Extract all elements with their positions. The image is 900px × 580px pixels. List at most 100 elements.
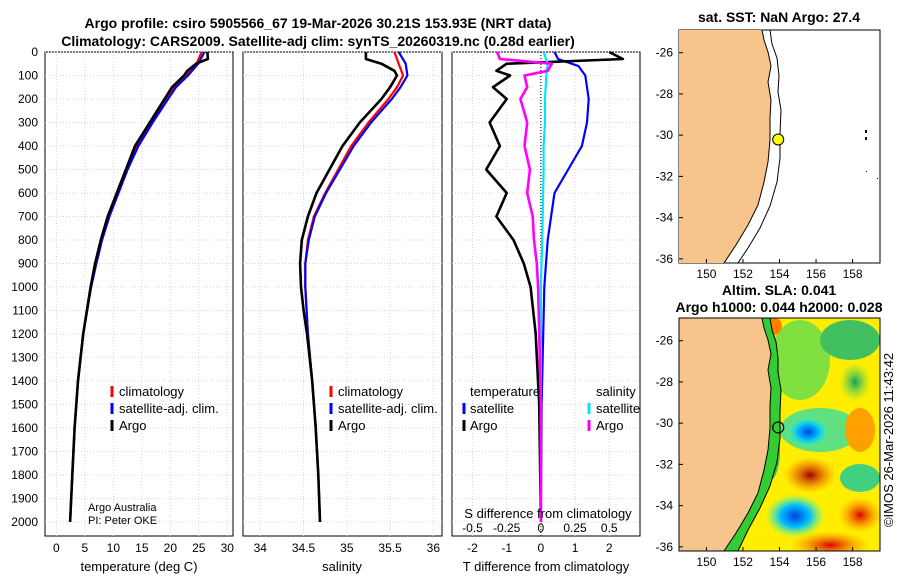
- salinity-diff-tick-label: -0.5: [462, 521, 483, 535]
- map-lat-tick-label: -34: [656, 211, 674, 225]
- salinity-xlabel: salinity: [322, 559, 362, 574]
- depth-tick-label: 2000: [11, 515, 38, 529]
- x-tick-label: 0: [538, 541, 545, 555]
- sst-map-island: [865, 137, 867, 140]
- map-lat-tick-label: -26: [656, 46, 674, 60]
- x-tick-label: 35: [340, 541, 354, 555]
- map-lat-tick-label: -36: [656, 252, 674, 266]
- depth-tick-label: 1200: [11, 327, 38, 341]
- sla-map-blob: [784, 457, 836, 493]
- sla-map-argo-marker: [772, 421, 785, 434]
- sla-map-land: [679, 318, 771, 551]
- sla-map-blob: [845, 408, 875, 452]
- legend-temperature-heading: temperature: [470, 384, 540, 399]
- map-lat-tick-label: -34: [656, 499, 674, 513]
- credit-line1: Argo Australia: [88, 502, 157, 514]
- x-tick-label: 10: [107, 541, 121, 555]
- legend-sal-satellite-label: satellite: [596, 401, 640, 416]
- sst-map: [678, 29, 881, 264]
- depth-tick-label: 700: [18, 209, 38, 223]
- map-lat-tick-label: -28: [656, 375, 674, 389]
- depth-tick-label: 600: [18, 186, 38, 200]
- depth-tick-label: 800: [18, 233, 38, 247]
- legend-satellite-label: satellite-adj. clim.: [338, 401, 438, 416]
- map-lon-tick-label: 156: [806, 555, 826, 569]
- x-tick-label: -2: [467, 541, 478, 555]
- sla-map-title-line2: Argo h1000: 0.044 h2000: 0.028: [675, 299, 882, 315]
- depth-tick-label: 0: [31, 45, 38, 59]
- depth-tick-label: 1500: [11, 397, 38, 411]
- x-tick-label: -1: [501, 541, 512, 555]
- depth-tick-label: 1400: [11, 374, 38, 388]
- depth-tick-label: 1800: [11, 468, 38, 482]
- legend-climatology-label: climatology: [338, 384, 404, 399]
- x-tick-label: 34: [254, 541, 268, 555]
- temperature-legend: climatology satellite-adj. clim. Argo: [110, 384, 219, 433]
- sst-map-coastline: [723, 29, 772, 264]
- x-tick-label: 1: [572, 541, 579, 555]
- map-lat-tick-label: -28: [656, 87, 674, 101]
- x-tick-label: 25: [192, 541, 206, 555]
- map-lon-tick-label: 154: [769, 555, 789, 569]
- sst-map-island: [866, 171, 867, 172]
- map-lat-tick-label: -26: [656, 334, 674, 348]
- temperature-axes: [44, 51, 234, 537]
- x-tick-label: 20: [164, 541, 178, 555]
- salinity-diff-tick-label: 0: [538, 521, 545, 535]
- legend-salinity-heading: salinity: [596, 384, 636, 399]
- depth-tick-label: 300: [18, 115, 38, 129]
- sla-map-blob: [790, 531, 870, 551]
- map-lon-tick-label: 154: [769, 267, 789, 281]
- sla-map-blob: [838, 497, 880, 533]
- x-tick-label: 34.5: [292, 541, 316, 555]
- depth-tick-label: 1600: [11, 421, 38, 435]
- depth-tick-label: 1000: [11, 280, 38, 294]
- sst-map-title: sat. SST: NaN Argo: 27.4: [698, 9, 860, 25]
- credit-line2: PI: Peter OKE: [88, 515, 157, 527]
- sla-map-blob: [786, 416, 830, 448]
- legend-argo-label: Argo: [338, 418, 365, 433]
- salinity-diff-tick-label: 0.25: [563, 521, 587, 535]
- depth-tick-label: 900: [18, 256, 38, 270]
- series-line-salinity-argo: [495, 51, 554, 522]
- depth-tick-label: 1100: [12, 303, 38, 317]
- map-lon-tick-label: 150: [696, 267, 716, 281]
- legend-temp-argo-label: Argo: [470, 418, 497, 433]
- depth-tick-label: 100: [18, 68, 38, 82]
- series-line-argo: [68, 51, 210, 522]
- series-line-temperature-argo: [484, 50, 625, 522]
- map-lat-tick-label: -36: [656, 540, 674, 554]
- sla-map-isobath: [737, 317, 782, 552]
- depth-tick-label: 1300: [11, 350, 38, 364]
- sst-map-land: [679, 30, 771, 263]
- sla-map-coastline: [723, 317, 772, 552]
- sla-map-title-line1: Altim. SLA: 0.041: [722, 282, 837, 298]
- difference-legend: temperature satellite Argo salinity sate…: [462, 384, 640, 433]
- sla-map-blob: [839, 362, 871, 402]
- map-lon-tick-label: 156: [806, 267, 826, 281]
- map-lat-tick-label: -30: [656, 128, 674, 142]
- sla-map-blob: [765, 494, 825, 538]
- x-tick-label: 30: [221, 541, 235, 555]
- timestamp-stamp: ©IMOS 26-Mar-2026 11:43:42: [881, 353, 896, 527]
- depth-tick-label: 200: [18, 92, 38, 106]
- map-lon-tick-label: 158: [843, 267, 863, 281]
- figure-title-line1: Argo profile: csiro 5905566_67 19-Mar-20…: [85, 15, 552, 31]
- map-lon-tick-label: 152: [733, 267, 753, 281]
- salinity-diff-tick-label: 0.5: [601, 521, 618, 535]
- difference-axes: [451, 51, 641, 537]
- sla-map: [678, 317, 881, 552]
- sla-map-field: [738, 318, 880, 551]
- legend-climatology-label: climatology: [119, 384, 185, 399]
- x-tick-label: 2: [606, 541, 613, 555]
- map-lat-tick-label: -32: [656, 169, 674, 183]
- sla-map-blob: [840, 464, 880, 492]
- legend-temp-satellite-label: satellite: [470, 401, 514, 416]
- temperature-xlabel: temperature (deg C): [80, 559, 197, 574]
- legend-sal-argo-label: Argo: [596, 418, 623, 433]
- figure-title-line2: Climatology: CARS2009. Satellite-adj cli…: [61, 33, 575, 49]
- sla-map-blob: [770, 320, 830, 400]
- series-line-temperature-satellite: [539, 51, 590, 522]
- difference-salinity-xlabel: S difference from climatology: [464, 506, 632, 521]
